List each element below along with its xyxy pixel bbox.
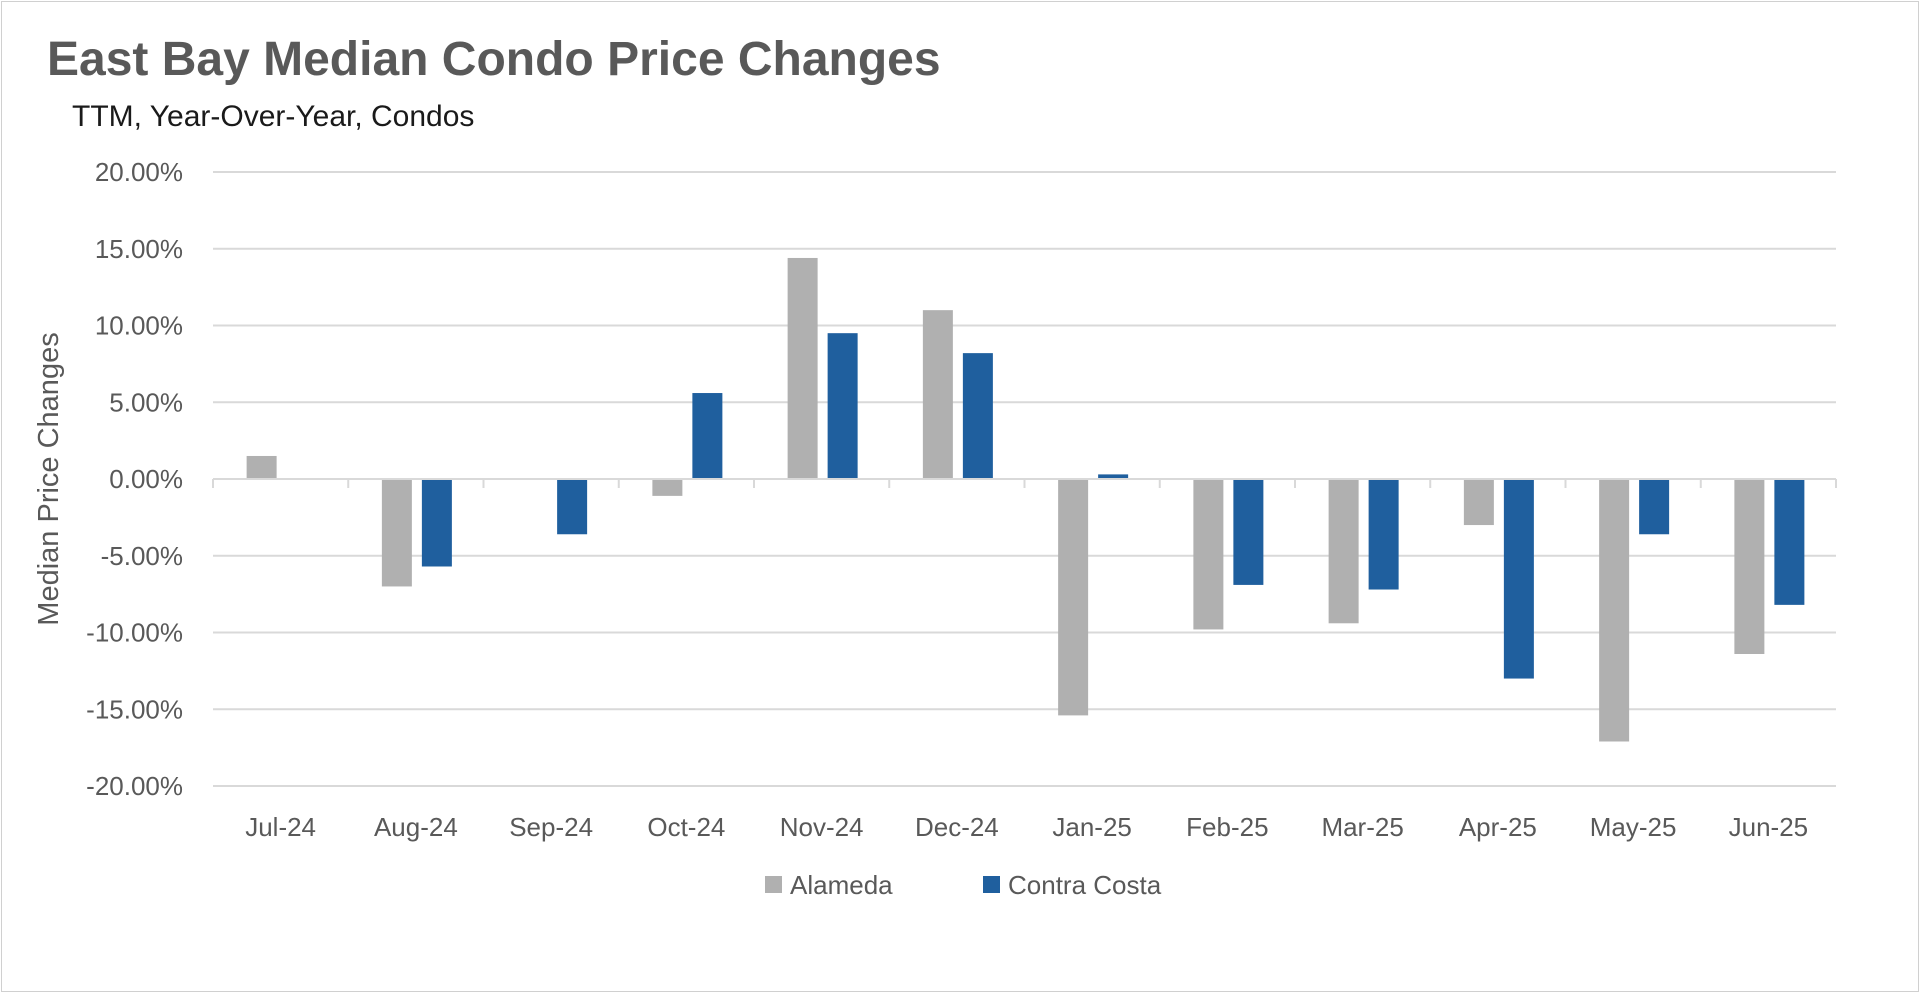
bar-alameda-nov-24 <box>787 257 818 479</box>
x-tick-label: Nov-24 <box>780 812 864 842</box>
y-tick-label: -20.00% <box>86 771 183 801</box>
bar-contra-costa-dec-24 <box>962 353 993 479</box>
x-tick-label: Sep-24 <box>509 812 593 842</box>
y-tick-label: -15.00% <box>86 694 183 724</box>
x-tick-label: Jan-25 <box>1052 812 1132 842</box>
bar-alameda-aug-24 <box>381 479 412 587</box>
bar-alameda-jan-25 <box>1058 479 1089 716</box>
chart-title: East Bay Median Condo Price Changes <box>47 33 941 86</box>
x-tick-label: Dec-24 <box>915 812 999 842</box>
bar-contra-costa-mar-25 <box>1368 479 1399 590</box>
bar-contra-costa-may-25 <box>1639 479 1670 535</box>
x-axis-ticks: Jul-24 Aug-24 Sep-24 Oct-24 Nov-24 Dec-24 Jan-… <box>245 812 1808 842</box>
x-tick-label: Aug-24 <box>374 812 458 842</box>
bar-alameda-feb-25 <box>1193 479 1224 630</box>
bar-contra-costa-apr-25 <box>1503 479 1534 679</box>
y-tick-label: -10.00% <box>86 618 183 648</box>
legend-label: Contra Costa <box>1008 870 1162 900</box>
bar-contra-costa-sep-24 <box>557 479 588 535</box>
legend: Alameda Contra Costa <box>765 870 1162 900</box>
y-tick-label: 0.00% <box>109 464 183 494</box>
bar-contra-costa-feb-25 <box>1233 479 1264 585</box>
bar-contra-costa-jan-25 <box>1098 474 1129 479</box>
y-tick-label: 15.00% <box>95 234 183 264</box>
bar-alameda-jun-25 <box>1734 479 1765 654</box>
legend-label: Alameda <box>790 870 893 900</box>
legend-swatch <box>983 876 1000 893</box>
gridlines <box>213 171 1836 787</box>
bar-alameda-mar-25 <box>1328 479 1359 624</box>
y-tick-label: 5.00% <box>109 387 183 417</box>
legend-swatch <box>765 876 782 893</box>
bar-alameda-apr-25 <box>1463 479 1494 526</box>
y-tick-label: -5.00% <box>101 541 183 571</box>
y-tick-label: 10.00% <box>95 311 183 341</box>
bars <box>212 257 1837 742</box>
x-tick-label: Oct-24 <box>647 812 725 842</box>
bar-alameda-oct-24 <box>652 479 683 496</box>
bar-contra-costa-jun-25 <box>1774 479 1805 605</box>
x-tick-label: Mar-25 <box>1321 812 1403 842</box>
bar-contra-costa-aug-24 <box>421 479 452 567</box>
x-tick-label: May-25 <box>1590 812 1677 842</box>
bar-alameda-dec-24 <box>922 310 953 479</box>
bar-contra-costa-oct-24 <box>692 393 723 479</box>
x-tick-label: Jul-24 <box>245 812 316 842</box>
y-axis-ticks: 20.00% 15.00% 10.00% 5.00% 0.00% -5.00% -10.00… <box>86 157 183 801</box>
x-tick-label: Apr-25 <box>1459 812 1537 842</box>
x-tick-label: Feb-25 <box>1186 812 1268 842</box>
chart-subtitle: TTM, Year-Over-Year, Condos <box>72 100 475 133</box>
x-tick-label: Jun-25 <box>1729 812 1809 842</box>
y-axis-label: Median Price Changes <box>33 332 65 625</box>
y-tick-label: 20.00% <box>95 157 183 187</box>
bar-contra-costa-nov-24 <box>827 333 858 479</box>
bar-alameda-jul-24 <box>246 455 277 479</box>
bar-alameda-may-25 <box>1599 479 1630 742</box>
